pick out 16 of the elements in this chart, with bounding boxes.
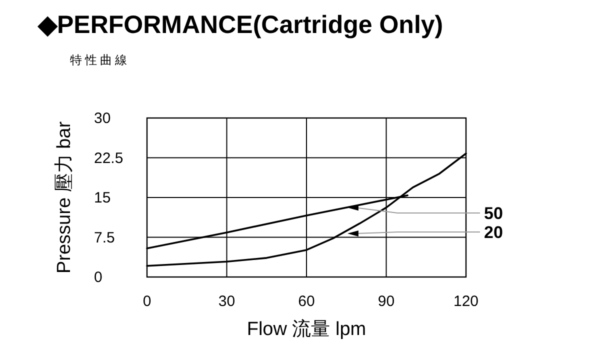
- x-tick-label: 60: [298, 293, 315, 310]
- x-tick-label: 30: [218, 293, 236, 310]
- y-tick-label: 0: [94, 269, 102, 286]
- annotation: 50: [484, 204, 503, 223]
- x-axis-title: Flow 流量 lpm: [246, 318, 366, 340]
- x-tick-label: 90: [378, 293, 395, 310]
- y-tick-label: 22.5: [94, 150, 124, 167]
- y-tick-label: 7.5: [94, 229, 115, 246]
- y-tick-label: 30: [94, 110, 111, 127]
- x-tick-label: 120: [453, 293, 479, 310]
- annotation: 20: [484, 223, 503, 242]
- y-tick-label: 15: [94, 190, 111, 206]
- x-tick-label: 0: [142, 293, 152, 310]
- chart-subtitle: 特性曲線: [70, 53, 130, 67]
- y-axis-title: Pressure 壓力 bar: [54, 120, 75, 274]
- chart-title: ◆PERFORMANCE(Cartridge Only): [37, 11, 444, 39]
